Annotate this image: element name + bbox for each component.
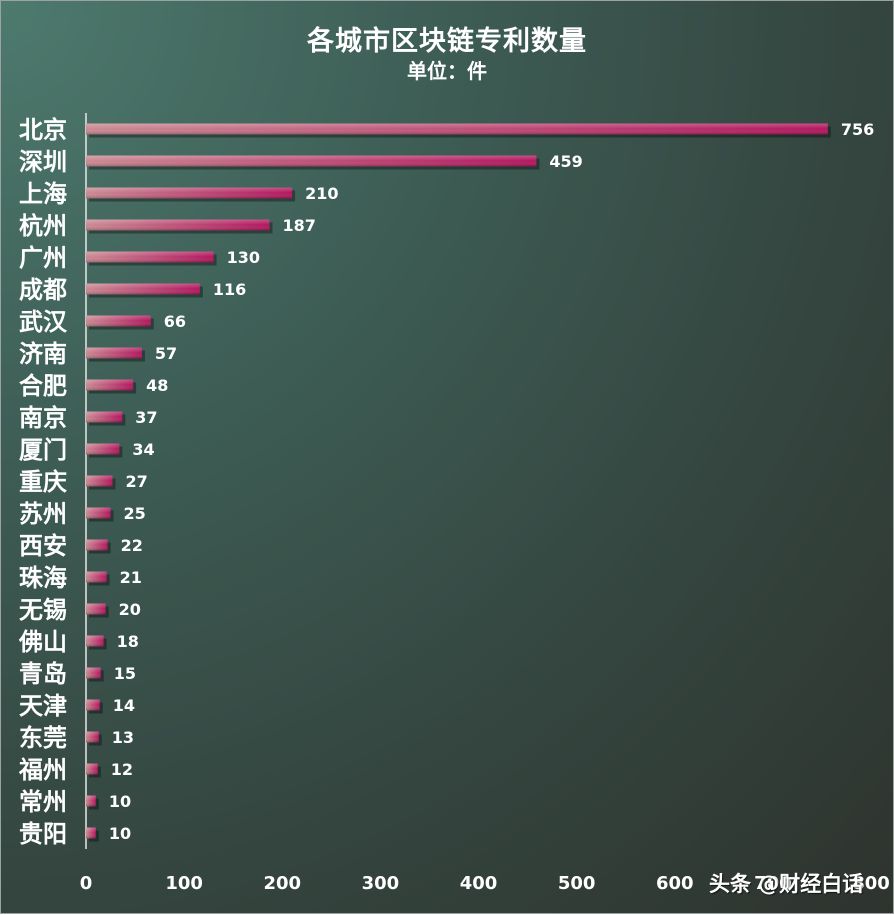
category-label: 济南 (19, 340, 67, 368)
bar-highlight (86, 699, 100, 711)
value-label: 18 (117, 632, 139, 651)
value-label: 756 (841, 120, 874, 139)
category-label: 杭州 (19, 212, 67, 240)
x-tick-label: 200 (263, 873, 301, 894)
value-label: 10 (109, 792, 131, 811)
value-label: 66 (164, 312, 186, 331)
value-label: 10 (109, 824, 131, 843)
x-tick-label: 600 (656, 873, 694, 894)
value-label: 48 (146, 376, 168, 395)
bar-highlight (86, 571, 107, 583)
value-label: 21 (120, 568, 142, 587)
x-tick-label: 300 (362, 873, 400, 894)
value-label: 37 (135, 408, 157, 427)
bar-highlight (86, 379, 134, 391)
value-label: 210 (305, 184, 338, 203)
category-label: 佛山 (18, 628, 67, 656)
bar-highlight (86, 315, 151, 327)
value-label: 13 (112, 728, 134, 747)
category-label: 常州 (19, 788, 67, 816)
x-tick-label: 800 (852, 873, 890, 894)
bar-highlight (86, 187, 293, 199)
chart-title: 各城市区块链专利数量 (307, 26, 587, 57)
x-tick-label: 100 (165, 873, 203, 894)
category-label: 东莞 (19, 724, 67, 752)
chart-subtitle: 单位：件 (407, 59, 487, 83)
watermark: 头条 @财经白话 (709, 872, 864, 896)
category-label: 西安 (19, 532, 67, 560)
category-label: 深圳 (19, 148, 67, 176)
value-label: 459 (549, 152, 582, 171)
value-label: 57 (155, 344, 177, 363)
x-tick-label: 500 (558, 873, 596, 894)
bar-highlight (86, 763, 98, 775)
bar-highlight (86, 219, 270, 231)
value-label: 14 (113, 696, 135, 715)
category-label: 成都 (19, 276, 67, 304)
category-label: 上海 (19, 180, 67, 208)
x-tick-label: 0 (80, 873, 93, 894)
bar-highlight (86, 827, 96, 839)
value-label: 20 (119, 600, 141, 619)
category-label: 福州 (18, 756, 67, 784)
category-label: 合肥 (19, 372, 67, 400)
bar-highlight (86, 507, 111, 519)
value-label: 22 (121, 536, 143, 555)
bar-highlight (86, 347, 142, 359)
category-label: 珠海 (19, 564, 67, 592)
bar-highlight (86, 635, 104, 647)
value-label: 187 (282, 216, 315, 235)
category-label: 无锡 (19, 596, 67, 624)
value-label: 27 (125, 472, 147, 491)
value-label: 25 (124, 504, 146, 523)
bar-highlight (86, 123, 828, 135)
bar-highlight (86, 443, 120, 455)
x-tick-label: 400 (460, 873, 498, 894)
category-label: 青岛 (19, 660, 67, 688)
value-label: 12 (111, 760, 133, 779)
x-tick-label: 700 (754, 873, 792, 894)
category-label: 厦门 (19, 436, 67, 464)
bar-highlight (86, 155, 537, 167)
value-label: 34 (132, 440, 154, 459)
bar-highlight (86, 539, 108, 551)
bar-highlight (86, 283, 200, 295)
value-label: 116 (213, 280, 246, 299)
bar-highlight (86, 795, 96, 807)
category-label: 武汉 (19, 308, 68, 336)
bar-highlight (86, 251, 214, 263)
category-label: 天津 (19, 692, 67, 720)
bar-highlight (86, 667, 101, 679)
category-label: 北京 (19, 116, 67, 144)
bar-highlight (86, 731, 99, 743)
value-label: 130 (227, 248, 260, 267)
category-label: 广州 (19, 244, 67, 272)
category-label: 苏州 (19, 500, 67, 528)
bar-highlight (86, 603, 106, 615)
bar-highlight (86, 411, 123, 423)
bar-highlight (86, 475, 113, 487)
category-label: 重庆 (19, 468, 67, 496)
value-label: 15 (114, 664, 136, 683)
category-label: 南京 (19, 404, 67, 432)
category-label: 贵阳 (19, 820, 67, 848)
